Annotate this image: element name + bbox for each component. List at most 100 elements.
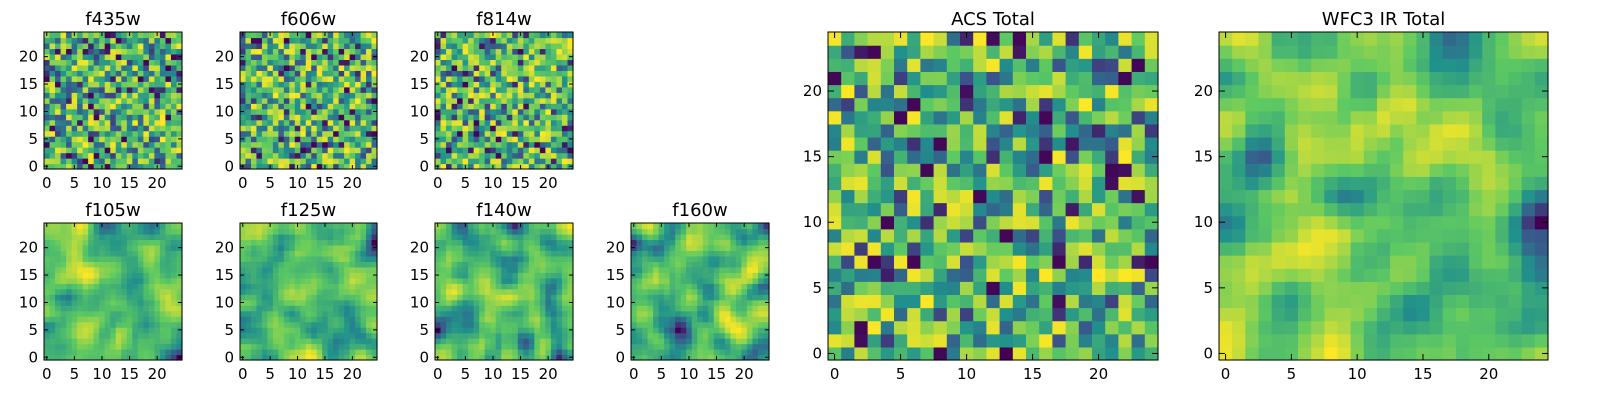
- heatmap-cell: [267, 42, 274, 50]
- heatmap-cell: [49, 288, 56, 295]
- heatmap-cell: [647, 277, 654, 284]
- heatmap-cell: [55, 310, 62, 317]
- heatmap-cell: [468, 250, 475, 257]
- heatmap-cell: [556, 321, 563, 328]
- heatmap-cell: [272, 272, 279, 279]
- heatmap-cell: [523, 92, 530, 99]
- heatmap-cell: [484, 338, 491, 345]
- heatmap-cell: [170, 147, 178, 154]
- y-tick-label: 10: [215, 102, 234, 120]
- heatmap-cell: [631, 250, 638, 257]
- heatmap-cell: [327, 108, 334, 115]
- heatmap-cell: [77, 261, 84, 268]
- heatmap-cells: [240, 32, 378, 170]
- heatmap-cell: [245, 92, 252, 99]
- heatmap-cell: [631, 310, 638, 317]
- heatmap-cell: [44, 250, 51, 257]
- heatmap-cell: [653, 250, 660, 257]
- heatmap-cell: [245, 277, 252, 284]
- heatmap-cell: [55, 239, 62, 246]
- heatmap-cell: [669, 250, 676, 257]
- heatmap-cell: [366, 97, 373, 104]
- heatmap-cell: [512, 158, 519, 165]
- heatmap-cell: [752, 349, 759, 356]
- heatmap-cell: [316, 136, 323, 143]
- heatmap-cell: [261, 255, 268, 262]
- heatmap-cell: [338, 70, 345, 77]
- heatmap-cell: [88, 32, 95, 39]
- heatmap-cell: [713, 338, 720, 345]
- heatmap-cell: [550, 233, 558, 241]
- heatmap-cell: [55, 283, 62, 290]
- heatmap-cell: [1012, 202, 1027, 217]
- heatmap-cell: [154, 343, 161, 350]
- heatmap-cell: [446, 294, 453, 301]
- heatmap-cell: [752, 250, 759, 257]
- heatmap-cell: [344, 42, 351, 50]
- heatmap-cell: [484, 327, 491, 334]
- heatmap-cell: [104, 288, 111, 295]
- heatmap-cell: [462, 119, 469, 126]
- heatmap-cell: [148, 261, 155, 268]
- heatmap-cell: [545, 59, 552, 66]
- heatmap-cell: [506, 141, 513, 148]
- heatmap-cell: [322, 261, 329, 268]
- heatmap-cell: [512, 119, 519, 126]
- heatmap-cell: [143, 239, 150, 246]
- heatmap-cell: [338, 64, 345, 71]
- heatmap-cell: [300, 103, 307, 110]
- heatmap-cell: [708, 244, 715, 251]
- heatmap-cell: [1012, 241, 1027, 256]
- heatmap-cell: [468, 92, 475, 99]
- y-tick-label: 5: [28, 130, 38, 148]
- heatmap-cell: [1105, 281, 1119, 295]
- heatmap-cell: [49, 70, 56, 77]
- heatmap-cell: [176, 349, 183, 356]
- heatmap-cell: [999, 333, 1014, 348]
- heatmap-cell: [506, 310, 513, 317]
- heatmap-cell: [245, 255, 252, 262]
- heatmap-cell: [93, 59, 100, 66]
- heatmap-cell: [355, 277, 362, 284]
- heatmap-cell: [556, 261, 563, 268]
- heatmap-cell: [501, 343, 508, 350]
- heatmap-cell: [305, 163, 312, 170]
- heatmap-cell: [517, 321, 524, 328]
- heatmap-cell: [110, 321, 117, 328]
- heatmap-cell: [479, 228, 486, 235]
- heatmap-cell: [539, 228, 546, 235]
- heatmap-cell: [539, 223, 546, 230]
- heatmap-cell: [561, 255, 569, 262]
- heatmap-cell: [322, 70, 329, 77]
- heatmap-cell: [752, 332, 759, 339]
- heatmap-cell: [907, 320, 921, 335]
- heatmap-cell: [110, 92, 117, 99]
- heatmap-cells: [44, 223, 183, 361]
- heatmap-cell: [517, 125, 524, 132]
- heatmap-cell: [894, 150, 908, 164]
- heatmap-cell: [484, 53, 491, 60]
- heatmap-cell: [567, 321, 574, 328]
- heatmap-cell: [686, 250, 693, 257]
- heatmap-cell: [440, 283, 447, 290]
- heatmap-cell: [256, 32, 263, 39]
- heatmap-cell: [440, 103, 447, 110]
- heatmap-cell: [371, 250, 378, 257]
- heatmap-cell: [539, 59, 546, 66]
- heatmap-cell: [278, 233, 285, 241]
- heatmap-cell: [495, 277, 502, 284]
- heatmap-cell: [261, 37, 268, 44]
- heatmap-cell: [550, 255, 558, 262]
- heatmap-cell: [272, 141, 279, 148]
- heatmap-cell: [653, 327, 660, 334]
- heatmap-cell: [523, 244, 530, 251]
- heatmap-cell: [99, 53, 106, 60]
- heatmap-cell: [686, 349, 693, 356]
- heatmap-cell: [71, 37, 78, 44]
- heatmap-cell: [349, 59, 356, 66]
- heatmap-cell: [322, 288, 329, 295]
- heatmap-cell: [512, 64, 519, 71]
- heatmap-cell: [446, 233, 453, 241]
- heatmap-cell: [272, 244, 279, 251]
- heatmap-cell: [567, 158, 574, 165]
